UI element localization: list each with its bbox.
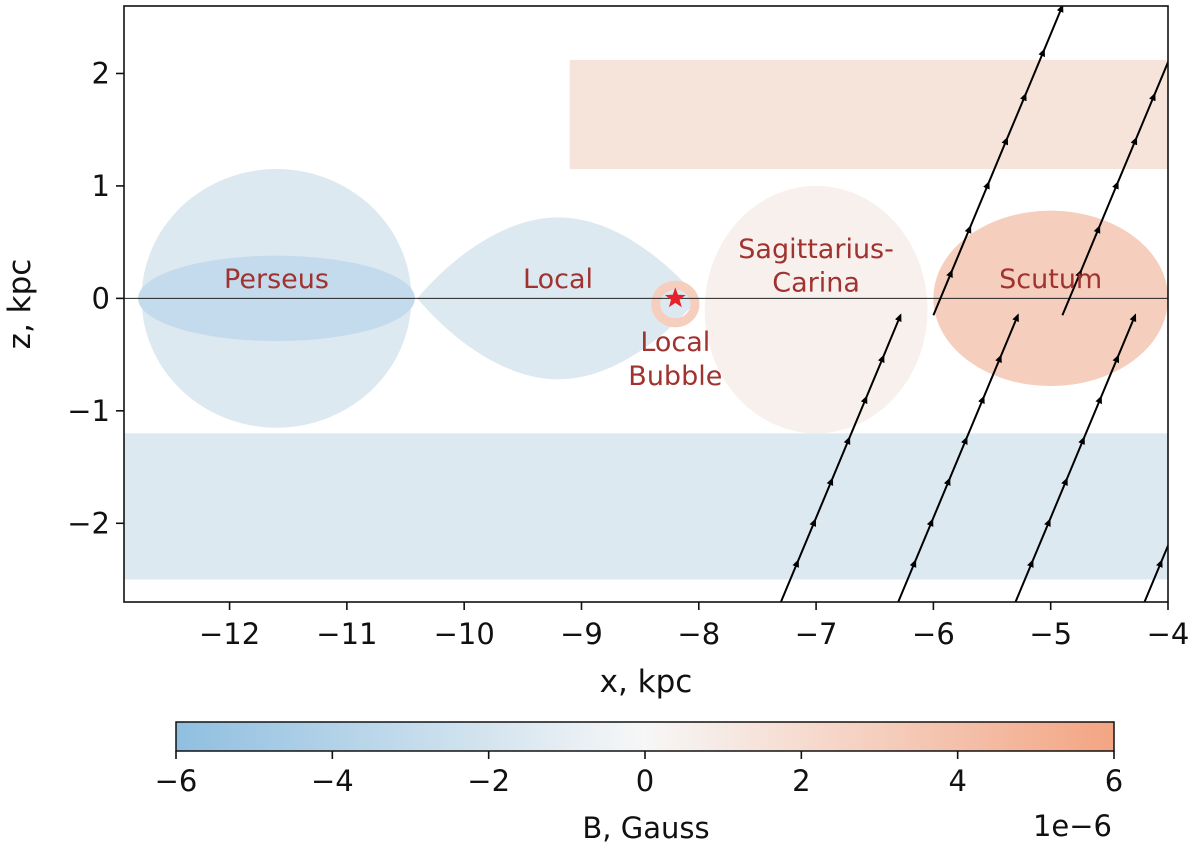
colorbar-tick-label: 2 bbox=[792, 764, 810, 798]
lower-field-line-2 bbox=[897, 313, 1019, 602]
x-tick-label: −8 bbox=[677, 617, 720, 651]
colorbar-ticks: −6 −4 −2 0 2 4 6 bbox=[155, 751, 1123, 798]
colorbar-tick-label: −6 bbox=[155, 764, 198, 798]
x-tick-label: −5 bbox=[1029, 617, 1072, 651]
x-tick-label: −11 bbox=[316, 617, 377, 651]
region-label-2: Local bbox=[523, 264, 593, 295]
field-lines bbox=[779, 6, 1200, 602]
upper-field-line-1 bbox=[932, 6, 1064, 316]
x-tick-label: −10 bbox=[434, 617, 495, 651]
y-axis-ticks: −2 −1 0 1 2 bbox=[67, 56, 124, 540]
x-tick-label: −4 bbox=[1147, 617, 1190, 651]
y-tick-label: 2 bbox=[92, 56, 110, 90]
x-tick-label: −6 bbox=[912, 617, 955, 651]
colorbar-gradient bbox=[175, 721, 1115, 752]
region-label-4: Bubble bbox=[628, 361, 722, 392]
lower-field-line-3 bbox=[1014, 313, 1137, 602]
x-axis-ticks: −12 −11 −10 −9 −8 −7 −6 −5 −4 bbox=[199, 602, 1189, 651]
y-tick-label: 1 bbox=[92, 169, 110, 203]
upper-field-line-2 bbox=[1061, 6, 1168, 316]
region-label-5: Sagittarius- bbox=[738, 234, 894, 265]
region-sagittarius-carina bbox=[704, 185, 928, 434]
colorbar-offset-text: 1e−6 bbox=[1033, 809, 1112, 843]
lower-field-line-1 bbox=[779, 313, 902, 602]
region-halo-north bbox=[569, 59, 1168, 170]
x-tick-label: −12 bbox=[199, 617, 260, 651]
region-label-3: Local bbox=[640, 327, 710, 358]
y-axis-title: z, kpc bbox=[2, 259, 38, 350]
plot-frame bbox=[123, 5, 1169, 603]
region-halo-south bbox=[124, 433, 1168, 580]
y-tick-label: 0 bbox=[92, 281, 110, 315]
x-axis-title: x, kpc bbox=[600, 664, 693, 700]
upper-field-line-3 bbox=[1192, 6, 1200, 315]
lower-field-line-4 bbox=[1143, 313, 1168, 602]
colorbar-tick-label: 0 bbox=[636, 764, 654, 798]
colorbar-tick-label: −4 bbox=[311, 764, 354, 798]
region-label-1: Perseus bbox=[224, 264, 329, 295]
region-label-6: Carina bbox=[772, 268, 860, 299]
colorbar: −6 −4 −2 0 2 4 6 B, Gauss 1e−6 bbox=[155, 721, 1123, 845]
region-labels: Perseus LocalLocalBubbleSagittarius-Carin… bbox=[224, 234, 1102, 392]
x-tick-label: −9 bbox=[560, 617, 603, 651]
colorbar-tick-label: 6 bbox=[1105, 764, 1123, 798]
region-label-7: Scutum bbox=[999, 264, 1102, 295]
region-local-bubble bbox=[651, 280, 700, 328]
colorbar-tick-label: −2 bbox=[467, 764, 510, 798]
colorbar-tick-label: 4 bbox=[948, 764, 966, 798]
colorbar-title: B, Gauss bbox=[582, 811, 709, 845]
y-tick-label: −1 bbox=[67, 394, 110, 428]
y-tick-label: −2 bbox=[67, 506, 110, 540]
x-tick-label: −7 bbox=[795, 617, 838, 651]
plot-area bbox=[124, 59, 1168, 580]
sun-marker bbox=[664, 287, 686, 308]
